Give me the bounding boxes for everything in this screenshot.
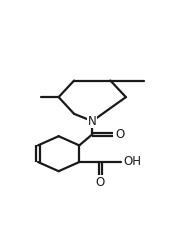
Text: OH: OH [124,155,142,169]
Text: O: O [95,176,105,188]
Text: O: O [116,128,125,141]
Text: N: N [88,115,97,128]
